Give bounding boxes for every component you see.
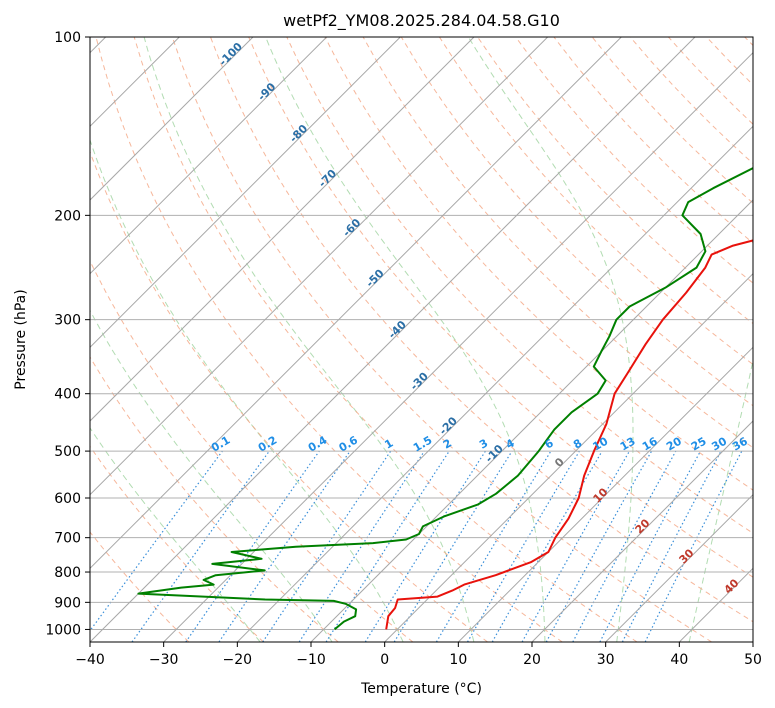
x-tick-label: 0	[380, 652, 389, 668]
mixing-ratio-line	[185, 450, 320, 642]
y-tick-label: 300	[54, 313, 81, 329]
dry-adiabat	[90, 150, 488, 642]
mixing-ratio-line	[131, 450, 270, 642]
y-tick-label: 700	[54, 531, 81, 547]
x-tick-label: 30	[597, 652, 615, 668]
dry-adiabat	[248, 37, 753, 578]
dry-adiabat	[400, 37, 753, 407]
moist-adiabat	[265, 37, 546, 642]
mixing-ratio-line	[393, 450, 513, 642]
moist-adiabat	[143, 37, 475, 642]
x-tick-label: 20	[523, 652, 541, 668]
y-tick-label: 800	[54, 565, 81, 581]
chart-title: wetPf2_YM08.2025.284.04.58.G10	[283, 11, 560, 31]
y-tick-label: 600	[54, 491, 81, 507]
dry-adiabat	[90, 445, 264, 642]
mixing-ratio-lines	[90, 450, 743, 642]
isotherm-line	[90, 37, 328, 275]
plot-frame	[89, 36, 754, 643]
pressure-gridlines	[90, 37, 753, 630]
mixing-ratio-line	[545, 450, 653, 642]
plot-area: 0.1 0.2 0.4 0.6 1 1.5 2 3 4 6 8 10 13 16 20 25 30 36-100-…	[90, 37, 753, 642]
isotherms	[90, 37, 753, 642]
y-axis-ticks: 100 200 300 400 500 600 700 800 900 1000	[45, 30, 90, 638]
mixing-ratio-line	[572, 450, 677, 642]
isotherm-line	[605, 493, 753, 642]
y-axis-label: Pressure (hPa)	[13, 289, 29, 389]
isotherm-line	[310, 199, 753, 642]
isotherm-line	[90, 37, 696, 642]
dry-adiabat	[171, 37, 712, 642]
temperature-profile-line	[385, 239, 753, 630]
isotherm-line	[90, 37, 475, 422]
isotherm-line	[90, 37, 549, 496]
isotherm-line	[457, 346, 753, 642]
dewpoint-profile-line	[137, 167, 753, 631]
x-axis-label: Temperature (°C)	[360, 681, 482, 697]
isotherm-line	[236, 125, 753, 642]
isotherm-line	[90, 37, 254, 201]
mixing-ratio-line	[521, 450, 631, 642]
x-tick-label: −10	[296, 652, 326, 668]
isotherm-line	[90, 37, 622, 570]
x-tick-label: −40	[75, 652, 105, 668]
mixing-ratio-line	[90, 450, 223, 632]
dry-adiabat	[90, 531, 190, 642]
dry-adiabat	[95, 37, 563, 642]
moist-adiabat	[688, 358, 753, 642]
x-axis-ticks: −40 −30 −20 −10 0 10 20 30 40 50	[75, 642, 762, 668]
isotherm-line	[531, 420, 753, 642]
y-tick-label: 100	[54, 30, 81, 46]
dry-adiabat	[210, 37, 753, 623]
y-tick-label: 400	[54, 387, 81, 403]
mixing-ratio-line	[644, 450, 743, 642]
mixing-ratio-line	[298, 450, 425, 642]
y-tick-label: 1000	[45, 622, 81, 638]
isotherm-line	[90, 37, 401, 349]
y-tick-label: 900	[54, 595, 81, 611]
mixing-ratio-line	[262, 450, 392, 642]
y-tick-label: 200	[54, 208, 81, 224]
x-tick-label: 50	[744, 652, 762, 668]
mixing-ratio-line	[218, 450, 351, 642]
x-tick-label: 40	[670, 652, 688, 668]
x-tick-label: −20	[223, 652, 253, 668]
profile-series	[137, 167, 753, 631]
isotherm-line	[384, 272, 753, 642]
moist-adiabat	[90, 427, 261, 642]
mixing-ratio-line	[325, 450, 450, 642]
y-tick-label: 500	[54, 444, 81, 460]
dry-adiabat	[438, 37, 753, 366]
moist-adiabat	[90, 138, 404, 642]
x-tick-label: −30	[149, 652, 179, 668]
x-tick-label: 10	[449, 652, 467, 668]
dry-adiabat	[515, 37, 753, 284]
dry-adiabat	[133, 37, 638, 642]
isotherm-line	[163, 51, 753, 642]
